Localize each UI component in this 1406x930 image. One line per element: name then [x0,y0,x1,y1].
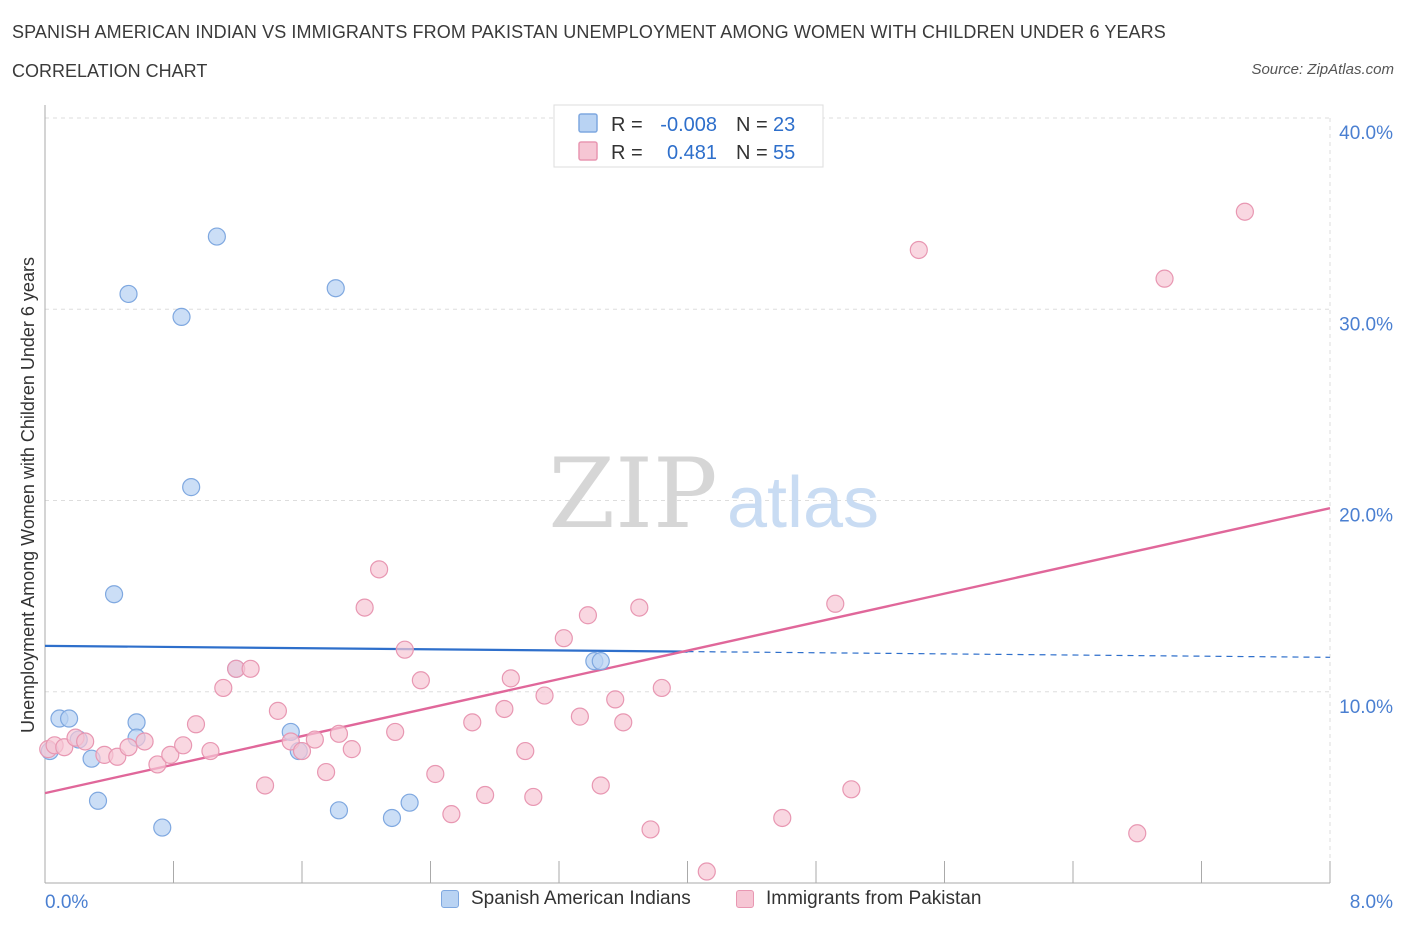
point-immigrants-from-pakistan[interactable] [255,776,275,795]
point-immigrants-from-pakistan[interactable] [386,722,405,742]
legend-swatch-pink [736,890,754,908]
trend-layer [44,506,1331,795]
point-immigrants-from-pakistan[interactable] [329,724,349,743]
point-spanish-american-indians[interactable] [153,818,172,837]
stats-r-value-2: 0.481 [667,142,717,164]
point-immigrants-from-pakistan[interactable] [641,820,660,839]
trend-line-extension-spanish-american-indians [687,650,1331,658]
point-spanish-american-indians[interactable] [326,279,345,298]
point-immigrants-from-pakistan[interactable] [697,862,716,881]
point-immigrants-from-pakistan[interactable] [411,671,430,690]
point-immigrants-from-pakistan[interactable] [355,598,374,617]
point-spanish-american-indians[interactable] [127,713,146,732]
point-immigrants-from-pakistan[interactable] [495,699,514,719]
watermark: ZIP atlas [548,438,879,550]
point-immigrants-from-pakistan[interactable] [463,713,482,732]
point-immigrants-from-pakistan[interactable] [1155,269,1174,288]
stats-r-label-1: R = [611,114,643,136]
y-tick-label: 30.0% [1339,314,1393,335]
point-spanish-american-indians[interactable] [591,652,610,671]
point-immigrants-from-pakistan[interactable] [630,598,649,617]
point-immigrants-from-pakistan[interactable] [826,594,845,613]
point-immigrants-from-pakistan[interactable] [773,808,792,828]
watermark-atlas: atlas [727,463,879,543]
chart-subtitle: CORRELATION CHART [12,61,208,81]
point-spanish-american-indians[interactable] [382,808,402,828]
point-immigrants-from-pakistan[interactable] [591,776,610,795]
point-immigrants-from-pakistan[interactable] [241,659,260,678]
point-immigrants-from-pakistan[interactable] [652,678,671,698]
point-immigrants-from-pakistan[interactable] [316,762,336,782]
watermark-zip: ZIP [548,438,717,550]
point-immigrants-from-pakistan[interactable] [501,669,520,688]
legend-label: Spanish American Indians [471,888,691,909]
stats-n-label-1: N = [736,114,768,136]
y-tick-label: 10.0% [1339,697,1393,718]
point-immigrants-from-pakistan[interactable] [201,741,220,761]
point-immigrants-from-pakistan[interactable] [909,240,928,260]
source-label: Source: ZipAtlas.com [1251,61,1394,78]
point-immigrants-from-pakistan[interactable] [292,741,312,761]
point-spanish-american-indians[interactable] [207,227,226,246]
point-spanish-american-indians[interactable] [104,585,124,604]
x-tick-label-min: 0.0% [45,892,88,913]
point-immigrants-from-pakistan[interactable] [524,787,543,807]
point-spanish-american-indians[interactable] [172,307,191,326]
points-layer [39,202,1254,881]
stats-n-label-2: N = [736,142,768,164]
y-tick-label: 40.0% [1339,123,1393,144]
point-immigrants-from-pakistan[interactable] [214,678,233,698]
chart-title: SPANISH AMERICAN INDIAN VS IMMIGRANTS FR… [12,22,1166,42]
point-immigrants-from-pakistan[interactable] [578,606,598,625]
point-immigrants-from-pakistan[interactable] [395,640,414,659]
stats-swatch-pink [578,141,598,161]
point-immigrants-from-pakistan[interactable] [614,713,633,732]
point-immigrants-from-pakistan[interactable] [268,701,288,720]
point-immigrants-from-pakistan[interactable] [570,707,589,726]
stats-r-label-2: R = [611,142,643,164]
legend-item-spanish-american-indians[interactable]: Spanish American Indians [441,888,691,910]
point-spanish-american-indians[interactable] [329,801,349,820]
trend-line-spanish-american-indians [44,644,688,653]
point-spanish-american-indians[interactable] [400,793,419,812]
x-tick-label-max: 8.0% [1350,892,1393,913]
point-immigrants-from-pakistan[interactable] [516,741,535,761]
point-immigrants-from-pakistan[interactable] [1235,202,1254,221]
legend-swatch-blue [441,890,459,908]
stats-box: R = -0.008 N = 23 R = 0.481 N = 55 [553,104,824,168]
axis-layer: 10.0% 20.0% 30.0% 40.0% 0.0% 8.0% [44,105,1393,913]
point-immigrants-from-pakistan[interactable] [119,738,138,757]
point-immigrants-from-pakistan[interactable] [161,745,180,764]
legend-label: Immigrants from Pakistan [766,888,982,909]
point-immigrants-from-pakistan[interactable] [1128,824,1147,843]
legend-item-immigrants-from-pakistan[interactable]: Immigrants from Pakistan [736,888,981,910]
trend-line-immigrants-from-pakistan [44,506,1331,795]
stats-n-value-2: 55 [773,142,795,164]
point-immigrants-from-pakistan[interactable] [186,715,206,734]
point-immigrants-from-pakistan[interactable] [476,785,495,805]
point-spanish-american-indians[interactable] [88,791,108,810]
point-immigrants-from-pakistan[interactable] [342,740,361,759]
point-immigrants-from-pakistan[interactable] [370,560,389,579]
point-immigrants-from-pakistan[interactable] [426,764,445,784]
point-spanish-american-indians[interactable] [182,478,201,497]
y-axis-label: Unemployment Among Women with Children U… [18,257,38,733]
point-spanish-american-indians[interactable] [59,709,79,728]
y-tick-label: 20.0% [1339,506,1393,527]
stats-n-value-1: 23 [773,114,795,136]
point-immigrants-from-pakistan[interactable] [606,690,625,709]
point-immigrants-from-pakistan[interactable] [135,732,154,751]
point-spanish-american-indians[interactable] [119,284,138,304]
point-immigrants-from-pakistan[interactable] [535,686,554,705]
stats-swatch-blue [578,113,598,133]
point-immigrants-from-pakistan[interactable] [76,732,95,751]
point-immigrants-from-pakistan[interactable] [554,629,573,648]
point-immigrants-from-pakistan[interactable] [148,755,167,774]
stats-r-value-1: -0.008 [660,114,717,136]
point-immigrants-from-pakistan[interactable] [305,730,324,749]
point-immigrants-from-pakistan[interactable] [842,780,861,799]
point-immigrants-from-pakistan[interactable] [442,805,461,824]
point-immigrants-from-pakistan[interactable] [174,736,193,755]
